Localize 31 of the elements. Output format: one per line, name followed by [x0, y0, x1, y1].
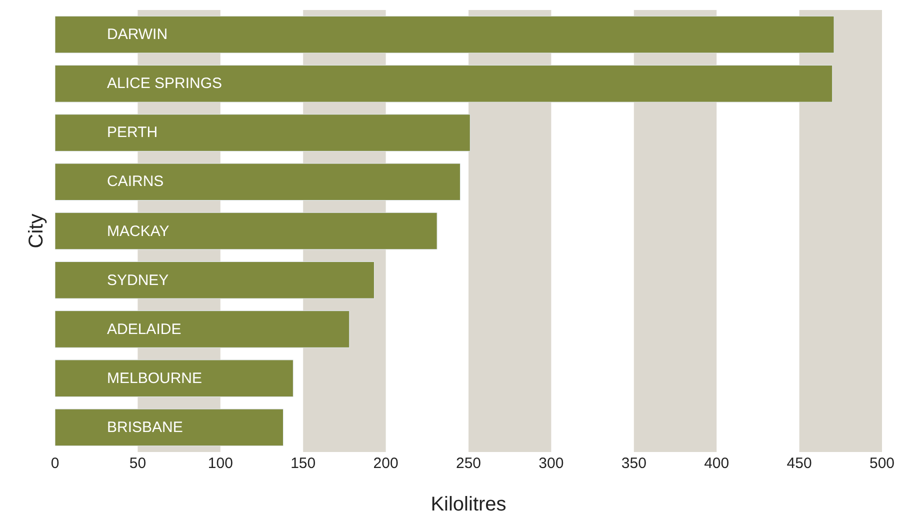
x-tick-label: 250 — [456, 455, 482, 472]
bar — [55, 163, 460, 201]
x-tick-label: 0 — [50, 455, 60, 472]
x-tick-label: 300 — [538, 455, 564, 472]
y-tick-label: MACKAY — [107, 223, 170, 240]
y-tick-label: BRISBANE — [107, 419, 183, 436]
bar — [55, 310, 350, 348]
bar — [55, 360, 294, 397]
bar — [55, 114, 470, 152]
bar — [55, 65, 833, 102]
x-axis-title: Kilolitres — [430, 494, 506, 516]
x-tick-label: 200 — [373, 455, 398, 472]
y-tick-label: CAIRNS — [107, 173, 164, 190]
x-tick-label: 450 — [786, 455, 812, 472]
x-tick-label: 500 — [869, 455, 895, 472]
bar — [55, 261, 374, 299]
y-tick-label: PERTH — [107, 124, 158, 141]
y-tick-label: MELBOURNE — [107, 370, 202, 387]
y-tick-label: SYDNEY — [107, 272, 169, 289]
bar — [55, 408, 284, 446]
x-tick-label: 100 — [208, 455, 233, 472]
y-axis-title: City — [26, 214, 48, 248]
x-tick-label: 350 — [621, 455, 646, 472]
bar — [55, 16, 834, 54]
y-tick-label: DARWIN — [107, 26, 168, 43]
y-tick-label: ADELAIDE — [107, 321, 182, 338]
bar — [55, 212, 438, 250]
x-tick-label: 50 — [129, 455, 146, 472]
y-tick-label: ALICE SPRINGS — [107, 75, 222, 92]
x-tick-label: 400 — [704, 455, 730, 472]
x-tick-label: 150 — [290, 455, 316, 472]
